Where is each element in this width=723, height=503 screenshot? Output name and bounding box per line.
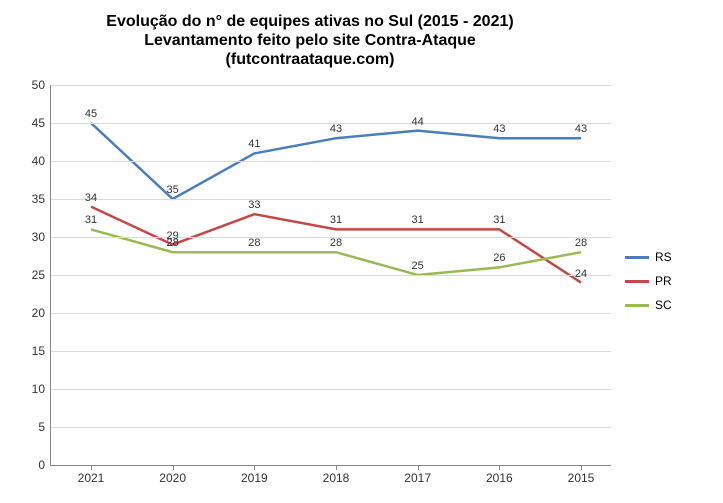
legend-item-pr: PR [625, 274, 672, 288]
data-label: 28 [248, 237, 260, 249]
gridline [51, 199, 611, 200]
y-tick-label: 10 [32, 382, 51, 396]
y-tick-label: 25 [32, 268, 51, 282]
legend-swatch [625, 256, 649, 259]
data-label: 33 [248, 199, 260, 211]
gridline [51, 313, 611, 314]
title-line-1: Evolução do n° de equipes ativas no Sul … [106, 13, 513, 30]
y-tick-label: 45 [32, 116, 51, 130]
data-label: 44 [412, 116, 424, 128]
data-label: 31 [493, 214, 505, 226]
gridline [51, 275, 611, 276]
legend: RS PR SC [625, 250, 672, 322]
x-tick-mark [499, 465, 500, 470]
data-label: 45 [85, 108, 97, 120]
plot-area: 0510152025303540455020212020201920182017… [50, 85, 611, 466]
data-label: 24 [575, 268, 587, 280]
legend-swatch [625, 280, 649, 283]
gridline [51, 85, 611, 86]
data-label: 31 [330, 214, 342, 226]
y-tick-label: 35 [32, 192, 51, 206]
data-label: 41 [248, 138, 260, 150]
x-tick-mark [91, 465, 92, 470]
data-label: 43 [330, 123, 342, 135]
data-label: 34 [85, 192, 97, 204]
legend-label: PR [655, 274, 672, 288]
x-tick-mark [173, 465, 174, 470]
data-label: 31 [85, 214, 97, 226]
y-tick-label: 30 [32, 230, 51, 244]
legend-item-rs: RS [625, 250, 672, 264]
gridline [51, 161, 611, 162]
gridline [51, 389, 611, 390]
data-label: 28 [575, 237, 587, 249]
legend-item-sc: SC [625, 298, 672, 312]
data-label: 43 [575, 123, 587, 135]
legend-swatch [625, 304, 649, 307]
gridline [51, 427, 611, 428]
y-tick-label: 20 [32, 306, 51, 320]
data-label: 28 [167, 237, 179, 249]
y-tick-label: 15 [32, 344, 51, 358]
data-label: 31 [412, 214, 424, 226]
gridline [51, 351, 611, 352]
title-line-2: Levantamento feito pelo site Contra-Ataq… [144, 32, 476, 49]
x-tick-mark [581, 465, 582, 470]
legend-label: SC [655, 298, 672, 312]
data-label: 25 [412, 260, 424, 272]
y-tick-label: 40 [32, 154, 51, 168]
y-tick-label: 0 [38, 458, 51, 472]
x-tick-mark [418, 465, 419, 470]
title-line-3: (futcontraataque.com) [226, 51, 395, 68]
x-tick-mark [336, 465, 337, 470]
legend-label: RS [655, 250, 672, 264]
chart-title: Evolução do n° de equipes ativas no Sul … [0, 12, 620, 70]
y-tick-label: 5 [38, 420, 51, 434]
chart-container: Evolução do n° de equipes ativas no Sul … [0, 0, 723, 503]
data-label: 43 [493, 123, 505, 135]
x-tick-mark [254, 465, 255, 470]
data-label: 28 [330, 237, 342, 249]
data-label: 26 [493, 252, 505, 264]
data-label: 35 [167, 184, 179, 196]
y-tick-label: 50 [32, 78, 51, 92]
